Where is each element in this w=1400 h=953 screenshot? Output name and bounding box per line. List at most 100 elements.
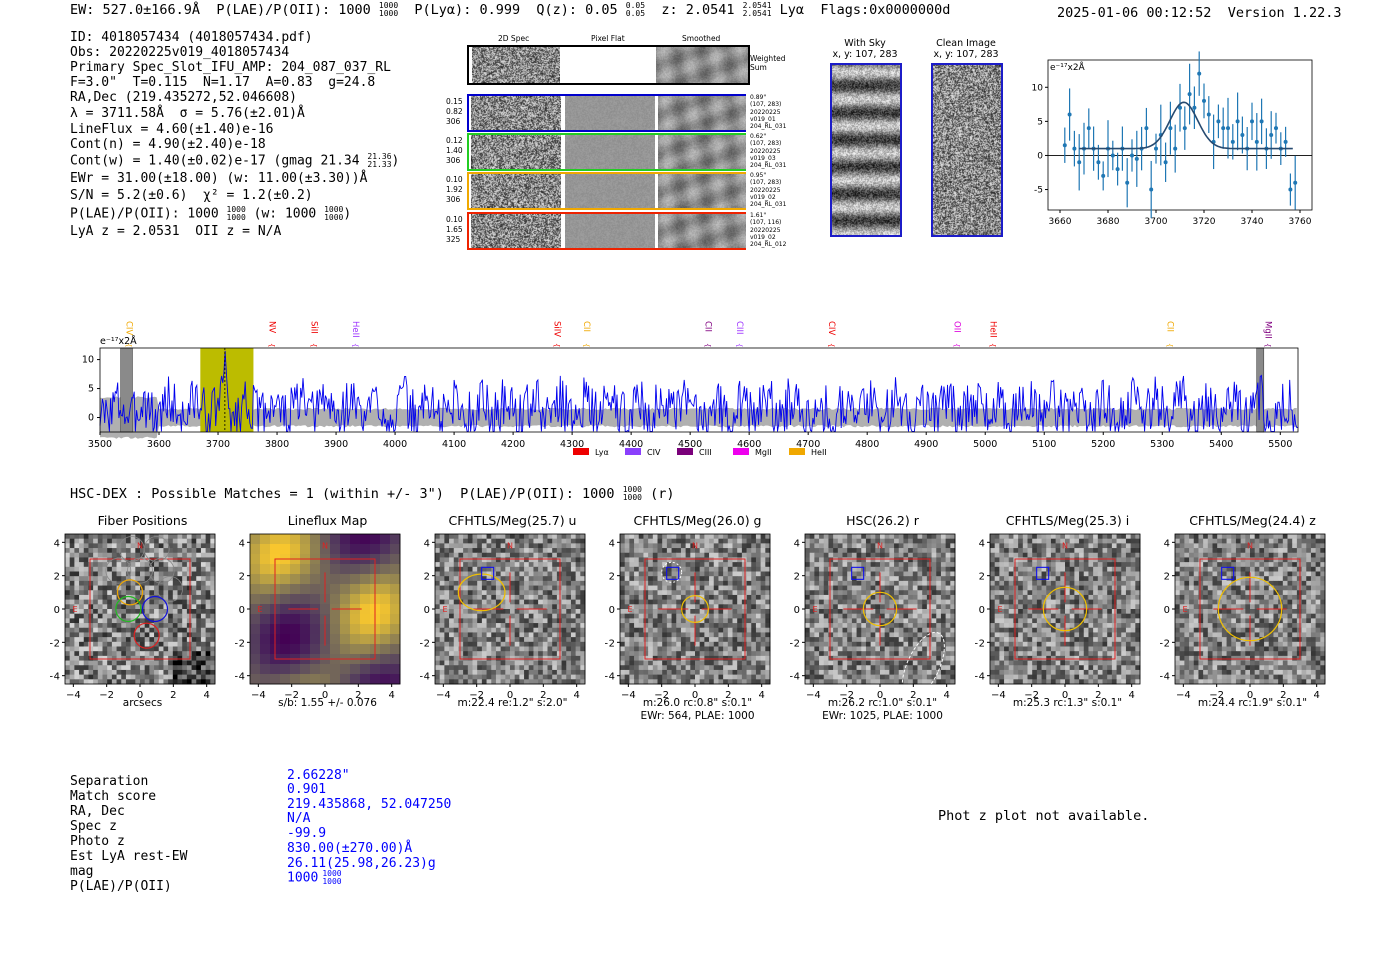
fit-xtick-label: 3740 <box>1241 217 1264 227</box>
fit-gaussian-curve <box>1079 101 1293 150</box>
spectrum-ytick-label: 0 <box>88 413 94 424</box>
fit-data-point <box>1274 126 1278 131</box>
z-hi: 2.0541 <box>742 1 772 10</box>
with-sky-canvas <box>832 65 900 235</box>
match-label: Photo z <box>70 834 125 849</box>
clean-xy-text: x, y: 107, 283 <box>933 49 999 60</box>
panel-ytick-label: −4 <box>235 672 245 683</box>
twod-row-frame <box>467 212 746 250</box>
flags-value: Flags:0x0000000d <box>820 2 951 18</box>
panel-xtick-label: 0 <box>322 690 328 701</box>
spectrum-xtick-label: 4500 <box>678 439 702 450</box>
fit-data-point <box>1168 126 1173 131</box>
spectrum-xtick-label: 3800 <box>265 439 289 450</box>
hsc-title-lo: 1000 <box>622 493 642 502</box>
hsc-title-hi: 1000 <box>622 485 642 494</box>
plae-w-hi: 1000 <box>324 205 344 214</box>
match-value: 219.435868, 52.047250 <box>287 797 451 812</box>
col-2d-spec: 2D Spec <box>498 34 530 43</box>
twod-right-value: v019_02 <box>750 193 776 201</box>
panel-xtick-label: −2 <box>654 690 669 701</box>
fit-data-point <box>1235 119 1240 124</box>
spectrum-ytick-label: 10 <box>82 355 94 366</box>
z-lo: 2.0541 <box>742 9 772 18</box>
twod-row-left-label: 0.10 1.92 306 <box>446 175 463 205</box>
fit-data-point <box>1192 105 1197 110</box>
panel-caption-2: EWr: 564, PLAE: 1000 <box>640 710 755 722</box>
panel-xtick-label: 0 <box>1062 690 1068 701</box>
spectrum-xtick-label: 3900 <box>324 439 348 450</box>
fit-data-point <box>1240 133 1245 137</box>
info-plae: P(LAE)/P(OII): 1000 1000 1000 (w: 1000 10… <box>70 206 351 222</box>
panel-xtick-label: 4 <box>943 690 949 701</box>
emission-line-label: MgII <box>1263 321 1273 339</box>
fit-data-point <box>1178 105 1182 110</box>
fit-data-point <box>1269 133 1274 137</box>
fit-data-point <box>1086 126 1091 131</box>
emission-line-bracket: { <box>989 343 997 347</box>
fit-data-point <box>1182 126 1187 131</box>
timestamp-version: 2025-01-06 00:12:52 Version 1.22.3 <box>1057 5 1342 21</box>
clean-image <box>931 63 1003 237</box>
emission-line-label: CIV <box>124 321 134 335</box>
info-contw: Cont(w) = 1.40(±0.02)e-17 (gmag 21.34 21… <box>70 153 399 169</box>
info-sn: S/N = 5.2(±0.6) χ² = 1.2(±0.2) <box>70 188 313 203</box>
compass-north: N <box>137 542 143 551</box>
fit-data-point <box>1077 160 1082 165</box>
full-spectrum-plot: 10 5 0 3500 3600 3700 3800 3900 4000 4100 4200 4300… <box>82 321 1299 457</box>
match-box <box>1036 566 1050 580</box>
twod-right-value: 204_RL_031 <box>750 162 787 170</box>
emission-line-bracket: { <box>125 343 133 347</box>
fit-data-point <box>1221 126 1226 131</box>
plae-text: P(LAE)/P(OII): 1000 <box>70 206 219 222</box>
fit-data-point <box>1173 146 1178 151</box>
fit-data-point <box>1062 143 1067 148</box>
legend-swatch <box>733 448 749 455</box>
panel-xtick-label: 2 <box>1280 690 1286 701</box>
twod-right-value: 0.62" <box>750 133 767 140</box>
fit-data-point <box>1154 146 1158 151</box>
neighbor-ellipse <box>901 631 945 700</box>
legend-label: Lyα <box>595 448 609 457</box>
panel-ytick-label: −4 <box>605 672 615 683</box>
panel-title: CFHTLS/Meg(24.4) z <box>1189 513 1316 528</box>
legend-swatch <box>573 448 589 455</box>
photz-message: Phot z plot not available. <box>938 808 1150 824</box>
panel-ytick-label: −2 <box>975 638 985 649</box>
match-value-text: 1000 <box>287 870 319 886</box>
spectrum-xtick-label: 4000 <box>383 439 407 450</box>
emission-line-label: SiIV <box>551 321 561 337</box>
match-value: 1000 1000 1000 <box>287 870 342 886</box>
twod-right-value: 20220225 <box>750 108 781 116</box>
match-box <box>481 566 495 580</box>
hsc-title-end: (r) <box>650 486 675 502</box>
panel-ytick-label: −4 <box>1160 672 1170 683</box>
image-panel: N E −4 −2 0 2 4 4 2 0 −2 −4 <box>1160 533 1326 701</box>
twod-left-value: 0.12 <box>446 136 463 145</box>
twod-row-2d <box>471 174 561 208</box>
fiber-circle <box>143 536 170 562</box>
col-smoothed: Smoothed <box>682 34 721 43</box>
panel-xtick-label: 0 <box>692 690 698 701</box>
panel-title: HSC(26.2) r <box>846 513 919 528</box>
fit-data-point <box>1293 180 1298 185</box>
info-ewr: EWr = 31.00(±18.00) (w: 11.00(±3.30))Å <box>70 171 368 186</box>
twod-right-value: 20220225 <box>750 226 781 234</box>
emission-line-label: CII <box>703 321 713 332</box>
fit-xtick-label: 3720 <box>1193 217 1216 227</box>
emission-line-label: HeII <box>350 321 360 338</box>
panel-image <box>250 534 401 685</box>
panel-xtick-label: 2 <box>170 690 176 701</box>
spectrum-xtick-label: 4100 <box>442 439 466 450</box>
legend-swatch <box>677 448 693 455</box>
panel-caption: m:26.2 rc:1.0" s:0.1" <box>827 697 938 709</box>
panel-ytick-label: 0 <box>239 605 245 616</box>
weighted-sum-label: Weighted Sum <box>750 54 786 72</box>
panel-xtick-label: −2 <box>284 690 299 701</box>
match-value-text: 26.11(25.98,26.23)g <box>287 856 436 871</box>
panel-ytick-label: 2 <box>1164 572 1170 583</box>
match-value-text: 0.901 <box>287 782 327 797</box>
twod-row-2d <box>471 96 561 130</box>
panel-ytick-label: 4 <box>609 538 615 549</box>
match-label: RA, Dec <box>70 804 125 819</box>
